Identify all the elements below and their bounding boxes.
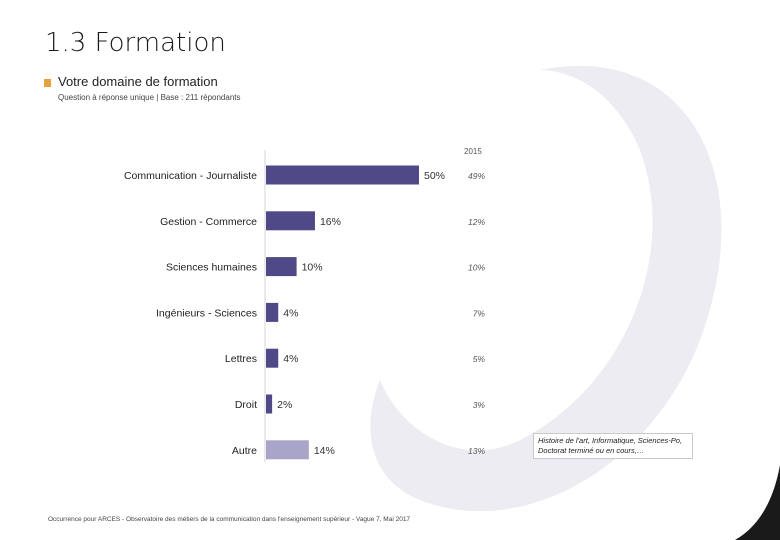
watermark-swoosh (370, 65, 722, 512)
comparison-year-label: 2015 (464, 147, 482, 156)
subtitle-bullet (44, 79, 51, 87)
value-label: 4% (283, 353, 298, 365)
comparison-2015-label: 10% (468, 263, 485, 273)
category-label: Autre (232, 445, 257, 457)
category-label: Gestion - Commerce (160, 216, 257, 228)
bar (266, 165, 419, 185)
value-label: 16% (320, 216, 341, 228)
value-label: 2% (277, 399, 292, 411)
bar (266, 211, 315, 231)
category-label: Communication - Journaliste (124, 170, 257, 182)
bar (266, 257, 297, 277)
comparison-2015-label: 49% (468, 171, 485, 181)
bar (266, 348, 279, 368)
comparison-2015-label: 3% (473, 400, 486, 410)
value-label: 4% (283, 307, 298, 319)
bar (266, 394, 273, 414)
page-subtitle: Votre domaine de formation (58, 74, 218, 89)
comparison-2015-label: 5% (473, 354, 486, 364)
category-label: Droit (235, 399, 257, 411)
value-label: 50% (424, 170, 445, 182)
category-label: Ingénieurs - Sciences (156, 307, 257, 319)
comparison-2015-label: 7% (473, 308, 486, 318)
corner-wedge (735, 465, 780, 540)
source-footnote: Occurrence pour ARCES - Observatoire des… (48, 516, 411, 523)
category-label: Sciences humaines (166, 262, 257, 274)
category-label: Lettres (225, 353, 257, 365)
autre-callout: Histoire de l'art, Informatique, Science… (533, 433, 693, 459)
bar (266, 440, 309, 460)
question-note: Question à réponse unique | Base : 211 r… (58, 93, 241, 102)
value-label: 10% (302, 262, 323, 274)
comparison-2015-label: 13% (468, 446, 485, 456)
value-label: 14% (314, 445, 335, 457)
bar (266, 302, 279, 322)
page-title: 1.3 Formation (45, 28, 226, 58)
comparison-2015-label: 12% (468, 217, 485, 227)
